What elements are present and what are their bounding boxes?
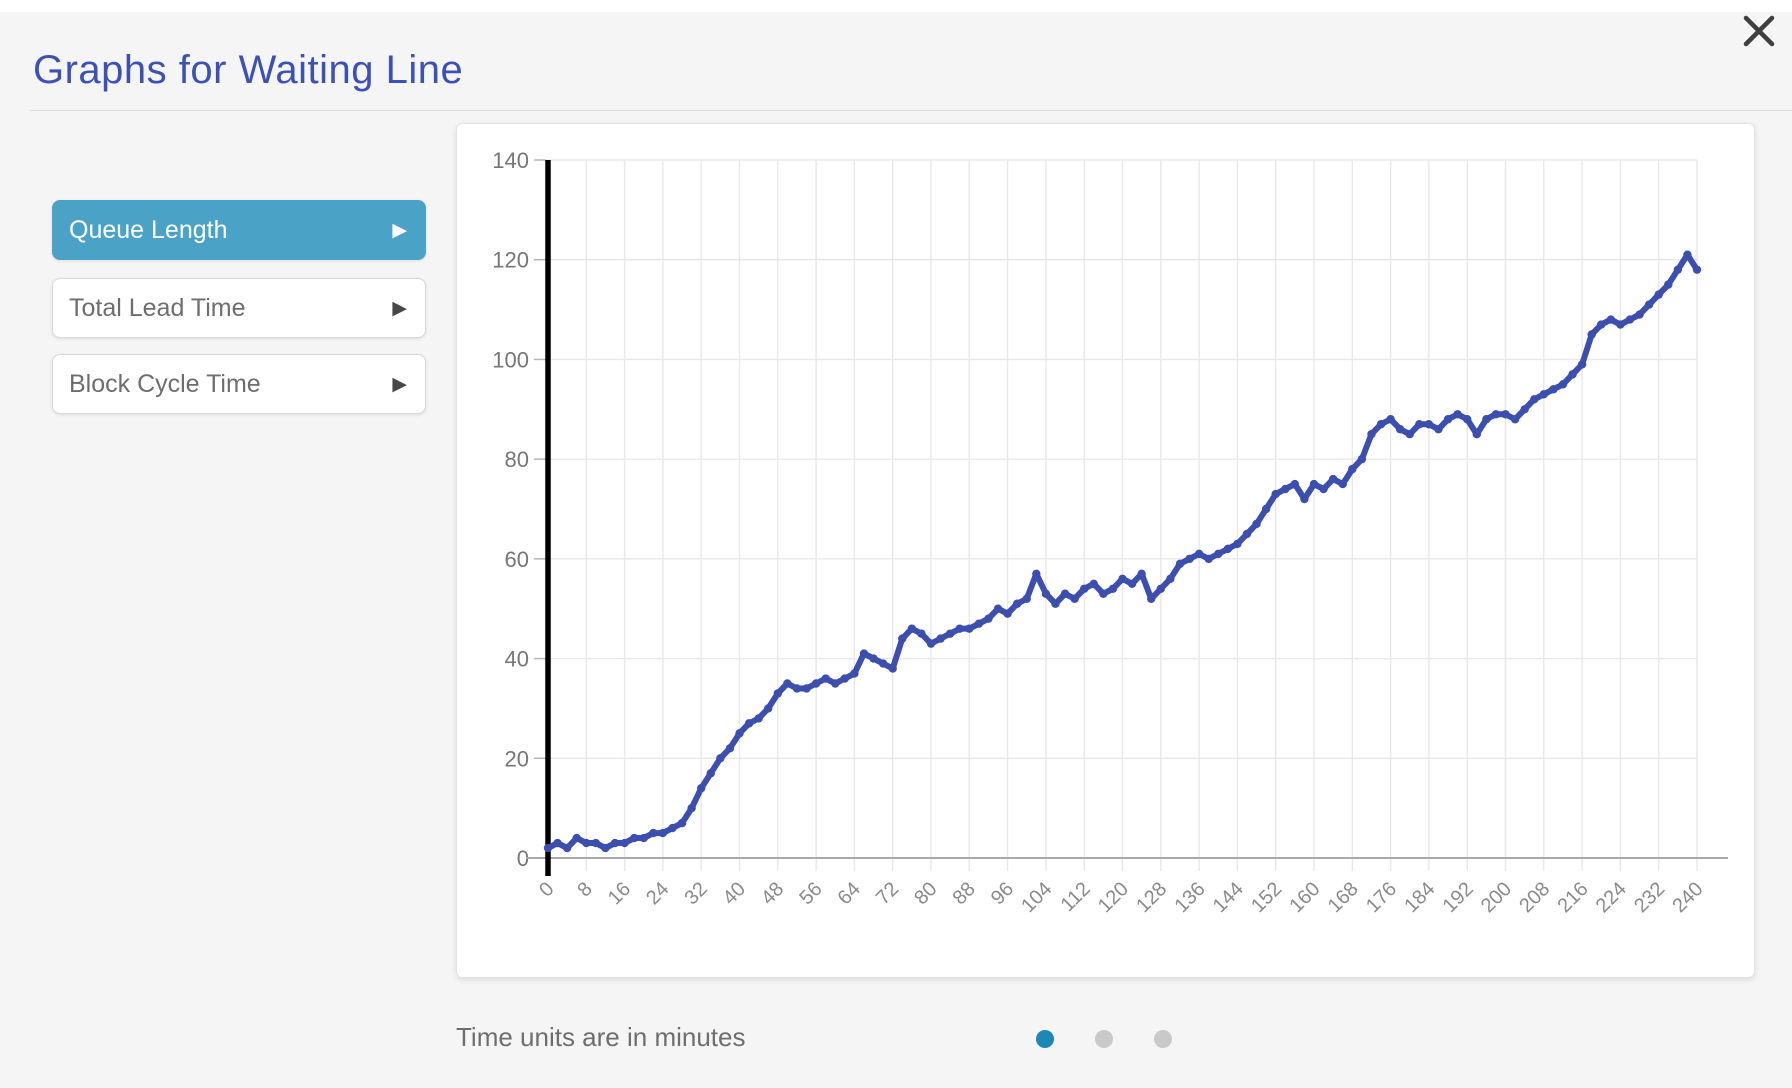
svg-text:104: 104 [1017, 878, 1056, 917]
window-top-strip [0, 0, 1792, 12]
svg-text:168: 168 [1324, 878, 1363, 917]
svg-text:0: 0 [517, 846, 529, 871]
svg-text:136: 136 [1170, 878, 1209, 917]
svg-text:80: 80 [910, 878, 941, 909]
chart-card: 0 8 16 24 32 40 48 56 64 72 80 88 96 104 112 120 128 136 1… [456, 123, 1755, 978]
svg-text:160: 160 [1285, 878, 1324, 917]
svg-text:224: 224 [1592, 878, 1631, 917]
svg-text:20: 20 [505, 746, 529, 771]
svg-text:0: 0 [535, 878, 558, 901]
svg-text:60: 60 [505, 547, 529, 572]
svg-text:144: 144 [1209, 878, 1248, 917]
svg-text:152: 152 [1247, 878, 1286, 917]
svg-text:64: 64 [834, 878, 865, 909]
sidebar-item-block-cycle-time[interactable]: Block Cycle Time ▶ [52, 354, 426, 414]
sidebar-item-total-lead-time[interactable]: Total Lead Time ▶ [52, 278, 426, 338]
svg-text:72: 72 [872, 878, 903, 909]
sidebar-item-label: Queue Length [69, 215, 228, 244]
svg-text:128: 128 [1132, 878, 1171, 917]
title-divider [30, 110, 1792, 111]
svg-text:32: 32 [680, 878, 711, 909]
svg-text:80: 80 [505, 447, 529, 472]
svg-text:192: 192 [1439, 878, 1478, 917]
svg-text:112: 112 [1057, 878, 1095, 916]
chevron-right-icon: ▶ [392, 219, 407, 241]
close-icon [1743, 15, 1775, 47]
sidebar-item-queue-length[interactable]: Queue Length ▶ [52, 200, 426, 260]
svg-text:96: 96 [987, 878, 1018, 909]
svg-text:120: 120 [492, 248, 529, 273]
pager-dot-3[interactable] [1154, 1030, 1172, 1048]
sidebar-item-label: Total Lead Time [69, 293, 246, 322]
chevron-right-icon: ▶ [392, 297, 407, 319]
svg-text:8: 8 [573, 878, 596, 901]
svg-text:240: 240 [1668, 878, 1707, 917]
chevron-right-icon: ▶ [392, 373, 407, 395]
svg-text:176: 176 [1362, 878, 1401, 917]
svg-text:120: 120 [1094, 878, 1133, 917]
svg-text:200: 200 [1477, 878, 1516, 917]
pager-dots [1036, 1030, 1172, 1048]
svg-text:208: 208 [1515, 878, 1554, 917]
pager-dot-1[interactable] [1036, 1030, 1054, 1048]
svg-text:184: 184 [1400, 878, 1439, 917]
svg-text:48: 48 [757, 878, 788, 909]
close-button[interactable] [1738, 8, 1780, 50]
pager-dot-2[interactable] [1095, 1030, 1113, 1048]
svg-text:140: 140 [492, 148, 529, 173]
svg-text:88: 88 [949, 878, 980, 909]
svg-text:56: 56 [795, 878, 826, 909]
svg-text:216: 216 [1553, 878, 1592, 917]
svg-text:232: 232 [1630, 878, 1669, 917]
svg-text:100: 100 [492, 347, 529, 372]
time-units-note: Time units are in minutes [456, 1022, 746, 1052]
page-title: Graphs for Waiting Line [33, 48, 464, 92]
svg-text:16: 16 [604, 878, 635, 909]
sidebar-item-label: Block Cycle Time [69, 369, 261, 398]
svg-text:24: 24 [642, 878, 673, 909]
queue-length-chart: 0 8 16 24 32 40 48 56 64 72 80 88 96 104 112 120 128 136 1… [492, 148, 1728, 917]
svg-text:40: 40 [719, 878, 750, 909]
svg-text:40: 40 [505, 647, 529, 672]
